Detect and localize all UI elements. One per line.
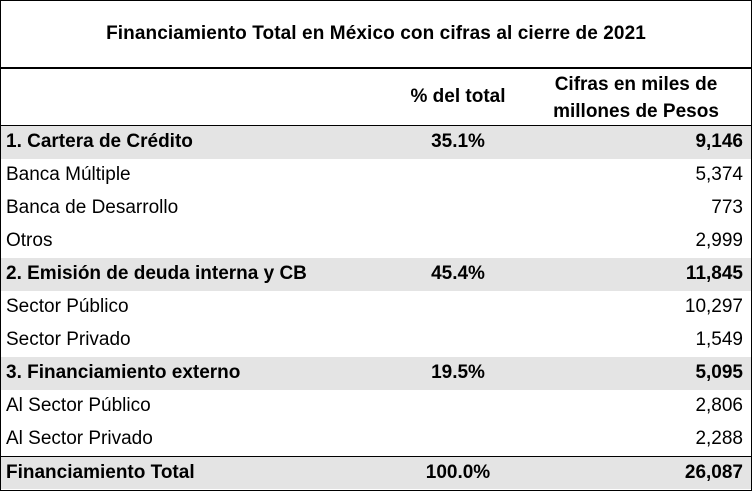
row-label: Sector Privado (6, 329, 131, 350)
row-label: Sector Público (6, 296, 129, 317)
pct-column-header: % del total (410, 86, 506, 107)
row-value: 26,087 (684, 462, 743, 483)
row-value: 10,297 (684, 296, 743, 317)
row-label: 3. Financiamiento externo (6, 362, 241, 383)
table-row-total: Financiamiento Total 100.0% 26,087 (1, 456, 751, 489)
row-pct: 35.1% (431, 131, 485, 152)
row-label: Al Sector Privado (6, 428, 153, 449)
table-row-banca-desarrollo: Banca de Desarrollo 773 (1, 192, 751, 225)
row-value: 1,549 (695, 329, 743, 350)
row-label: Al Sector Público (6, 395, 151, 416)
amount-column-header: Cifras en miles de millones de Pesos (553, 74, 719, 122)
table-row-financiamiento-externo: 3. Financiamiento externo 19.5% 5,095 (1, 357, 751, 390)
row-pct: 19.5% (431, 362, 485, 383)
table-header: % del total Cifras en miles de millones … (1, 69, 751, 126)
row-pct: 45.4% (431, 263, 485, 284)
row-value: 5,095 (695, 362, 743, 383)
row-value: 2,288 (695, 428, 743, 449)
row-label: 1. Cartera de Crédito (6, 131, 193, 152)
row-value: 5,374 (695, 164, 743, 185)
table-row-banca-multiple: Banca Múltiple 5,374 (1, 159, 751, 192)
row-label: Financiamiento Total (6, 462, 195, 483)
table-body: 1. Cartera de Crédito 35.1% 9,146 Banca … (1, 126, 751, 489)
row-value: 9,146 (695, 131, 743, 152)
row-pct: 100.0% (425, 462, 491, 483)
row-value: 2,806 (695, 395, 743, 416)
row-label: Banca Múltiple (6, 164, 131, 185)
table-row-emision-deuda: 2. Emisión de deuda interna y CB 45.4% 1… (1, 258, 751, 291)
row-label: Otros (6, 230, 53, 251)
table-title: Financiamiento Total en México con cifra… (1, 1, 751, 69)
row-value: 773 (711, 197, 743, 218)
table-row-sector-privado: Sector Privado 1,549 (1, 324, 751, 357)
table-row-otros: Otros 2,999 (1, 225, 751, 258)
row-label: Banca de Desarrollo (6, 197, 179, 218)
table-row-al-sector-publico: Al Sector Público 2,806 (1, 390, 751, 423)
table-row-sector-publico: Sector Público 10,297 (1, 291, 751, 324)
row-value: 11,845 (685, 263, 743, 284)
row-value: 2,999 (695, 230, 743, 251)
table-row-cartera-credito: 1. Cartera de Crédito 35.1% 9,146 (1, 126, 751, 159)
row-label: 2. Emisión de deuda interna y CB (6, 263, 307, 284)
table-row-al-sector-privado: Al Sector Privado 2,288 (1, 423, 751, 456)
